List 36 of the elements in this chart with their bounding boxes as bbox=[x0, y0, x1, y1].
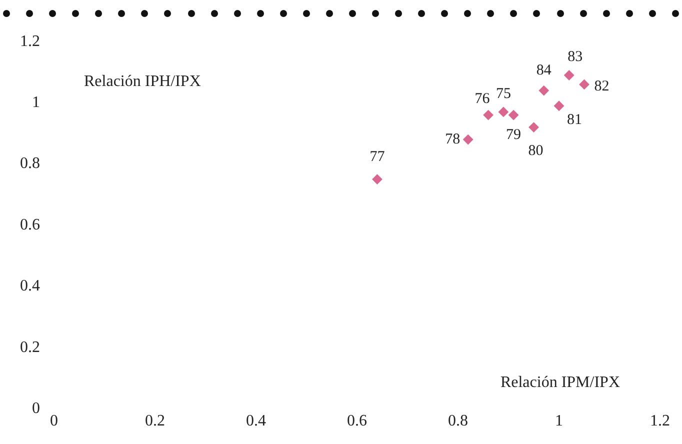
point bbox=[528, 122, 539, 132]
point bbox=[508, 110, 519, 120]
x-tick-label: 0 bbox=[50, 412, 58, 430]
annotation: 75 bbox=[496, 86, 511, 102]
x-tick-label: 0.2 bbox=[145, 412, 165, 430]
y-tick-label: 0 bbox=[32, 400, 40, 418]
point bbox=[564, 70, 574, 80]
point bbox=[579, 79, 590, 90]
y-tick-label: 1 bbox=[32, 94, 40, 112]
y-axis-title: Relación IPH/IPX bbox=[84, 72, 202, 90]
x-tick-label: 1 bbox=[555, 412, 563, 430]
annotation: 80 bbox=[528, 143, 544, 160]
x-axis-title: Relación IPM/IPX bbox=[500, 374, 620, 392]
annotation: 81 bbox=[567, 112, 582, 128]
y-tick-label: 0.6 bbox=[20, 216, 40, 234]
annotation: 83 bbox=[568, 49, 583, 66]
y-tick-label: 0.4 bbox=[20, 278, 40, 295]
point bbox=[498, 106, 508, 117]
x-tick-label: 0.4 bbox=[246, 412, 266, 430]
annotation: 82 bbox=[594, 78, 610, 94]
annotation: 78 bbox=[445, 131, 460, 148]
x-tick-label: 1.2 bbox=[650, 412, 670, 430]
y-tick-label: 1.2 bbox=[20, 32, 40, 50]
point bbox=[483, 110, 494, 120]
annotation: 79 bbox=[506, 126, 522, 143]
x-tick-label: 0.6 bbox=[347, 412, 367, 430]
y-tick-label: 0.2 bbox=[20, 338, 40, 356]
y-tick-label: 0.8 bbox=[20, 155, 40, 172]
point bbox=[538, 86, 549, 96]
point bbox=[372, 174, 382, 184]
point bbox=[463, 134, 474, 145]
annotation: 84 bbox=[536, 62, 552, 78]
point bbox=[554, 100, 564, 111]
x-tick-label: 0.8 bbox=[448, 412, 468, 430]
annotation: 76 bbox=[474, 90, 490, 107]
annotation: 77 bbox=[370, 149, 386, 166]
